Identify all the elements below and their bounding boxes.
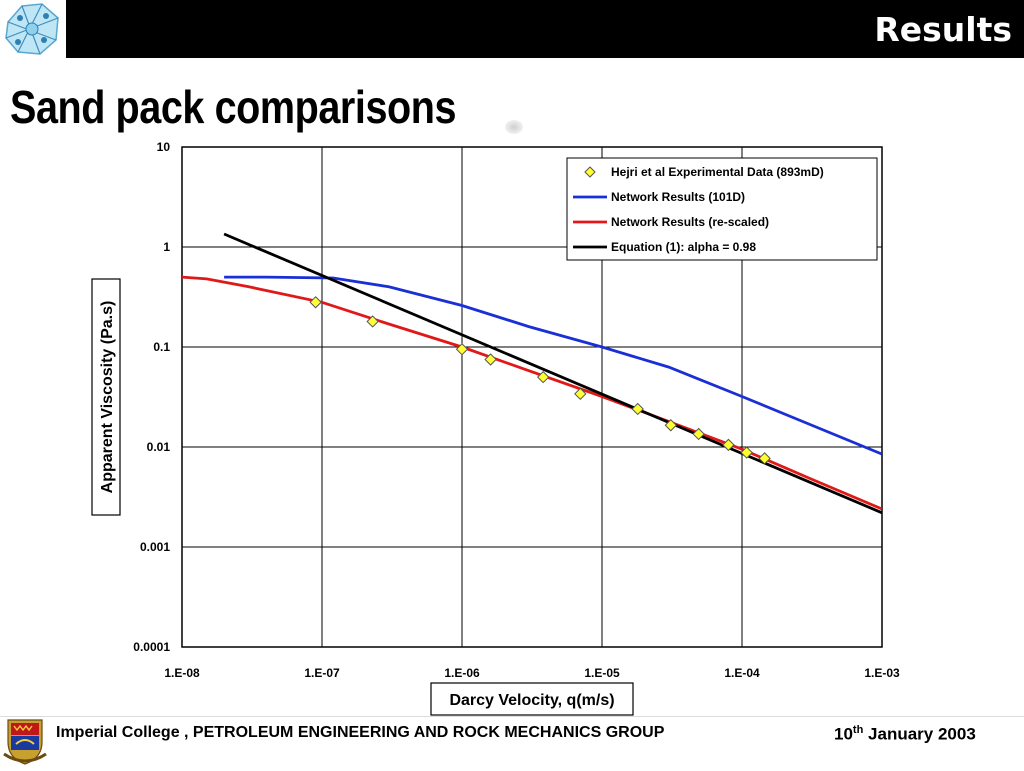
y-tick-label: 10 bbox=[157, 140, 171, 154]
legend-box bbox=[566, 157, 878, 261]
footer-organization: Imperial College , PETROLEUM ENGINEERING… bbox=[56, 724, 665, 741]
header-bar: Results bbox=[66, 0, 1024, 58]
x-tick-label: 1.E-06 bbox=[444, 666, 480, 680]
y-tick-label: 1 bbox=[163, 240, 170, 254]
experimental-data-point bbox=[574, 387, 587, 401]
y-axis-label: Apparent Viscosity (Pa.s) bbox=[99, 301, 116, 494]
experimental-data-point bbox=[536, 370, 550, 384]
legend-label: Equation (1): alpha = 0.98 bbox=[611, 240, 756, 254]
footer-date: 10th January 2003 bbox=[834, 724, 976, 745]
footer-date-suffix: th bbox=[852, 724, 864, 736]
experimental-data-point bbox=[758, 452, 771, 465]
page-title: Sand pack comparisons bbox=[10, 81, 457, 133]
x-axis-label-box bbox=[430, 682, 634, 716]
molecule-icon bbox=[5, 3, 59, 55]
y-tick-label: 0.0001 bbox=[133, 640, 170, 654]
experimental-data-point bbox=[484, 353, 497, 366]
footer-divider bbox=[0, 716, 1024, 717]
viscosity-chart: 1.E-08 1.E-07 1.E-06 1.E-05 1.E-04 1.E-03 0.00… bbox=[91, 140, 900, 716]
x-tick-label: 1.E-05 bbox=[584, 666, 620, 680]
decorative-smudge bbox=[505, 120, 523, 134]
experimental-data-point bbox=[664, 419, 677, 432]
experimental-data-point bbox=[692, 427, 705, 441]
y-tick-label: 0.001 bbox=[140, 540, 170, 554]
x-tick-label: 1.E-04 bbox=[724, 666, 760, 680]
x-tick-label: 1.E-03 bbox=[864, 666, 900, 680]
experimental-data-point bbox=[309, 296, 322, 309]
experimental-data-point bbox=[722, 438, 735, 452]
legend-marker-experimental bbox=[584, 166, 596, 178]
equation-line bbox=[223, 232, 882, 515]
y-axis-label-group: Apparent Viscosity (Pa.s) bbox=[91, 278, 121, 516]
y-axis-label-box bbox=[91, 278, 121, 516]
footer-date-rest: January 2003 bbox=[863, 724, 976, 744]
y-tick-label: 0.01 bbox=[147, 440, 171, 454]
college-crest-logo bbox=[0, 0, 66, 58]
experimental-data-point bbox=[366, 315, 379, 328]
header-title: Results bbox=[874, 10, 1012, 49]
x-tick-label: 1.E-08 bbox=[164, 666, 200, 680]
legend-label: Network Results (101D) bbox=[611, 190, 745, 204]
imperial-college-crest-icon bbox=[2, 714, 48, 766]
experimental-data-point bbox=[455, 343, 469, 356]
x-tick-label: 1.E-07 bbox=[304, 666, 340, 680]
experimental-data-point bbox=[631, 402, 644, 416]
x-axis-label: Darcy Velocity, q(m/s) bbox=[449, 692, 614, 709]
footer-date-day: 10 bbox=[834, 724, 853, 744]
experimental-data-point bbox=[740, 446, 753, 459]
legend-label: Network Results (re-scaled) bbox=[611, 215, 769, 229]
y-tick-label: 0.1 bbox=[153, 340, 170, 354]
network-results-line bbox=[224, 275, 882, 456]
legend-label: Hejri et al Experimental Data (893mD) bbox=[611, 165, 824, 179]
